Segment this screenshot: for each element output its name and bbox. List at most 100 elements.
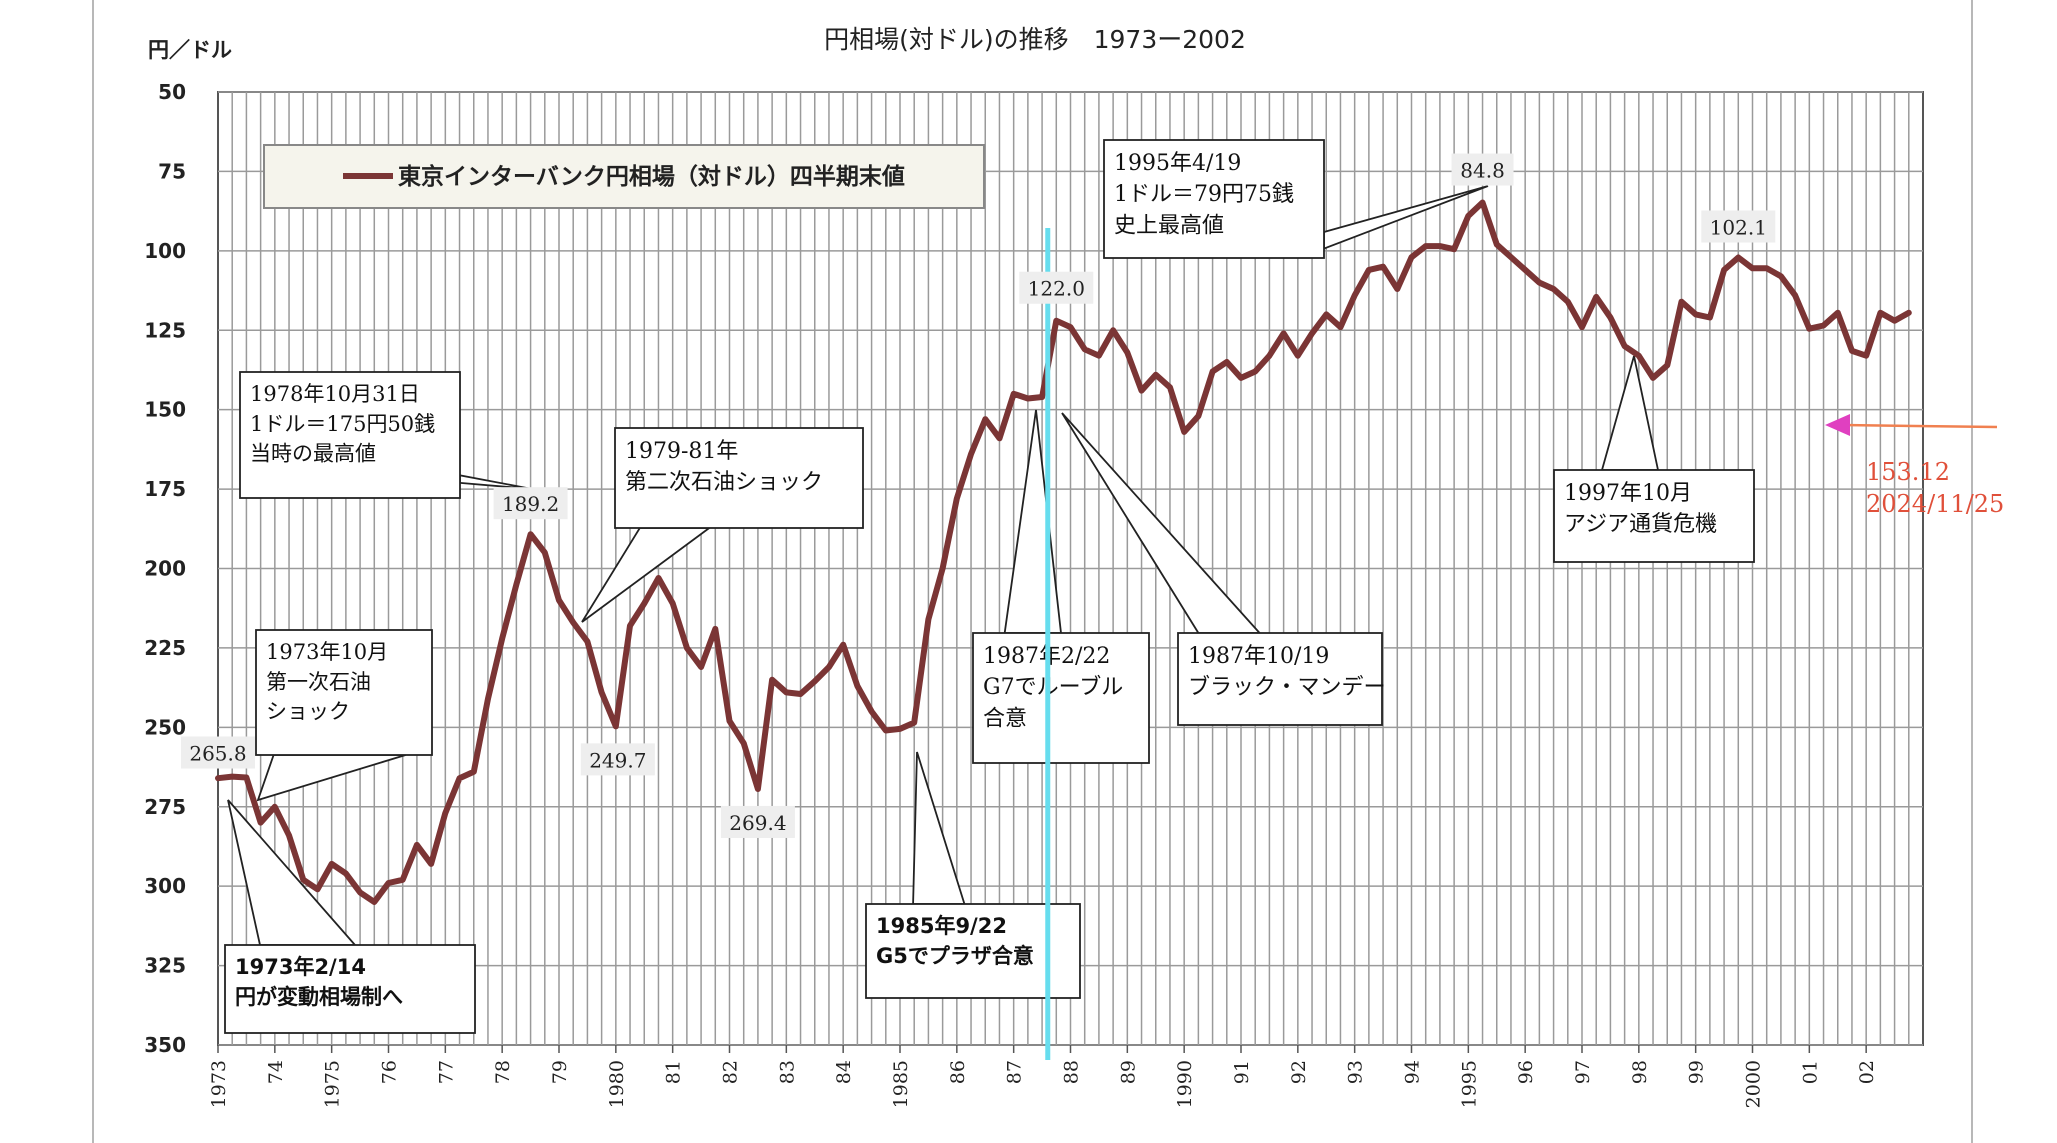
y-tick-label: 250	[144, 715, 186, 739]
y-tick-label: 275	[144, 795, 186, 819]
callout-text: ショック	[266, 700, 350, 724]
x-tick-label: 89	[1117, 1060, 1139, 1084]
x-tick-label: 88	[1061, 1060, 1083, 1084]
callout-text: アジア通貨危機	[1564, 512, 1717, 537]
x-tick-label: 79	[549, 1060, 571, 1084]
callout-text: 1978年10月31日	[250, 382, 420, 406]
x-tick-label: 81	[663, 1060, 685, 1084]
callout-text: 合意	[983, 706, 1027, 731]
callout-text: 1987年10/19	[1188, 644, 1329, 669]
grid-lines	[218, 91, 1923, 1046]
x-tick-label: 98	[1629, 1060, 1651, 1084]
data-label: 122.0	[1028, 277, 1085, 301]
y-tick-label: 75	[158, 159, 186, 183]
series-line	[215, 199, 1912, 905]
callout-text: 1997年10月	[1564, 481, 1692, 506]
data-label: 265.8	[189, 742, 246, 766]
callout-text: 1979-81年	[625, 439, 738, 464]
x-tick-label: 86	[947, 1060, 969, 1084]
y-tick-label: 300	[144, 874, 186, 898]
callout-text: 第一次石油	[266, 670, 371, 694]
callout-text: 1995年4/19	[1114, 151, 1241, 176]
x-tick-label: 96	[1515, 1060, 1537, 1084]
x-tick-label: 91	[1231, 1060, 1253, 1084]
callout-fill	[226, 946, 474, 1032]
callout-fill	[257, 631, 431, 754]
y-tick-label: 100	[144, 239, 186, 263]
data-label-bg	[1451, 153, 1514, 186]
plot-area: 50 75 100 125 150 175 200 225 250 275 300 325 350 19…	[144, 80, 1924, 1108]
callout-float-1973: 1973年2/14 円が変動相場制へ	[224, 799, 476, 1034]
data-label: 84.8	[1460, 159, 1505, 183]
data-label: 189.2	[502, 492, 559, 516]
x-tick-label: 2000	[1743, 1060, 1765, 1108]
x-tick-label: 01	[1799, 1060, 1821, 1084]
current-rate-arrow	[1841, 423, 1998, 429]
y-tick-label: 200	[144, 557, 186, 581]
callout-fill	[1105, 141, 1323, 257]
x-tick-label: 1975	[322, 1060, 344, 1108]
callout-plaza-1985: 1985年9/22 G5でプラザ合意	[865, 751, 1081, 999]
callout-text: 1ドル＝79円75銭	[1114, 182, 1294, 207]
x-tick-label: 94	[1402, 1060, 1424, 1084]
x-tick-label: 74	[265, 1060, 287, 1084]
callout-fill	[867, 905, 1079, 997]
callout-text: ブラック・マンデー	[1188, 675, 1386, 700]
callout-text: G7でルーブル	[983, 675, 1123, 700]
y-tick-label: 50	[158, 80, 186, 104]
x-tick-label: 78	[492, 1060, 514, 1084]
callout-text: 1ドル＝175円50銭	[250, 412, 435, 436]
data-label: 102.1	[1710, 216, 1767, 240]
x-tick-label: 1985	[890, 1060, 912, 1108]
callout-blackmonday-1987: 1987年10/19 ブラック・マンデー	[1061, 412, 1386, 726]
x-tick-label: 1990	[1174, 1060, 1196, 1108]
data-label-bg	[493, 487, 568, 520]
x-tick-label: 99	[1686, 1060, 1708, 1084]
x-tick-label: 1973	[208, 1060, 230, 1108]
y-axis-ticks: 50 75 100 125 150 175 200 225 250 275 300 325 350	[144, 80, 186, 1057]
callout-text: 1973年2/14	[235, 955, 366, 979]
current-rate-marker: 153.12 2024/11/25	[1825, 414, 2004, 518]
callout-fill	[241, 373, 459, 497]
callout-text: 第二次石油ショック	[625, 470, 823, 495]
data-label-bg	[1701, 210, 1776, 243]
legend-label: 東京インターバンク円相場（対ドル）四半期末値	[398, 163, 905, 190]
chart-title: 円相場(対ドル)の推移 1973ー2002	[824, 25, 1246, 54]
x-tick-label: 92	[1288, 1060, 1310, 1084]
x-tick-label: 87	[1004, 1060, 1026, 1084]
x-axis-ticks: 1973 74 1975 76 77 78 79 1980 81 82 83 84 1985 86 87 88…	[208, 1045, 1878, 1108]
callout-fill	[1179, 634, 1381, 724]
x-tick-label: 93	[1345, 1060, 1367, 1084]
callout-text: 円が変動相場制へ	[235, 985, 403, 1009]
x-tick-label: 1980	[606, 1060, 628, 1108]
y-tick-label: 175	[144, 477, 186, 501]
legend: 東京インターバンク円相場（対ドル）四半期末値	[263, 144, 985, 209]
current-rate-date: 2024/11/25	[1866, 490, 2004, 518]
data-labels: 265.8 189.2 249.7 269.4 122.0 84.8 102.1	[181, 153, 1776, 838]
x-tick-label: 83	[776, 1060, 798, 1084]
data-label-bg	[580, 743, 655, 776]
data-label-bg	[181, 736, 255, 769]
callout-text: 1973年10月	[266, 640, 388, 664]
x-tick-label: 1995	[1458, 1060, 1480, 1108]
y-tick-label: 325	[144, 954, 186, 978]
x-tick-label: 97	[1572, 1060, 1594, 1084]
data-label: 249.7	[589, 748, 646, 772]
callout-fill	[1555, 471, 1753, 561]
data-label-bg	[1019, 271, 1094, 304]
y-axis-label: 円／ドル	[148, 38, 232, 62]
callout-fill	[616, 429, 862, 527]
y-tick-label: 225	[144, 636, 186, 660]
data-label-bg	[720, 805, 795, 838]
data-label: 269.4	[729, 811, 786, 835]
y-tick-label: 150	[144, 398, 186, 422]
arrow-head-icon	[1825, 414, 1850, 436]
x-tick-label: 77	[435, 1060, 457, 1084]
